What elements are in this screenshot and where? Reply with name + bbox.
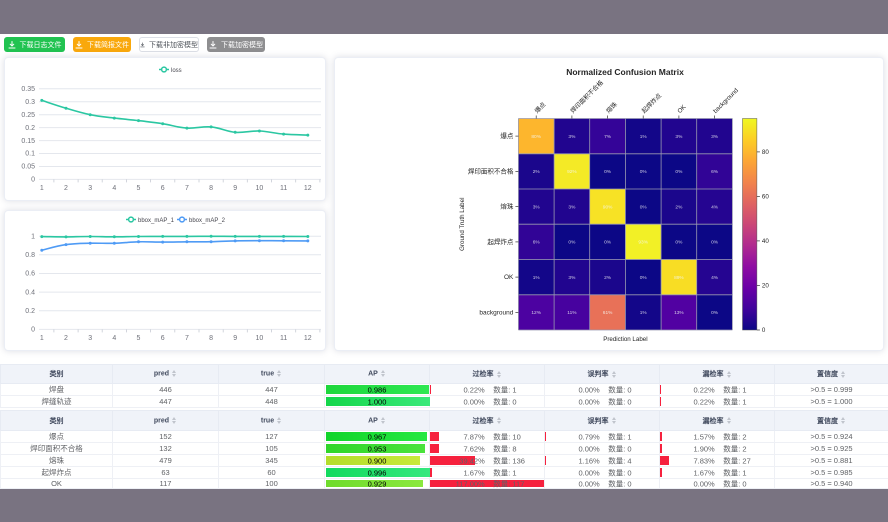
svg-text:4%: 4% xyxy=(711,204,719,210)
svg-text:1: 1 xyxy=(40,335,44,342)
svg-text:Normalized Confusion Matrix: Normalized Confusion Matrix xyxy=(566,67,684,77)
svg-text:1%: 1% xyxy=(640,134,648,140)
svg-text:20: 20 xyxy=(762,283,769,290)
svg-text:5: 5 xyxy=(137,335,141,342)
svg-text:5: 5 xyxy=(137,185,141,192)
svg-text:7: 7 xyxy=(185,335,189,342)
svg-text:0.6: 0.6 xyxy=(25,271,35,278)
svg-text:80%: 80% xyxy=(531,134,541,140)
svg-text:bbox_mAP_1: bbox_mAP_1 xyxy=(138,218,175,224)
svg-text:0%: 0% xyxy=(640,275,648,281)
svg-text:9: 9 xyxy=(233,335,237,342)
svg-text:1: 1 xyxy=(31,233,35,240)
svg-text:4: 4 xyxy=(112,185,116,192)
svg-text:61%: 61% xyxy=(603,310,613,316)
svg-text:0%: 0% xyxy=(640,204,648,210)
svg-text:OK: OK xyxy=(676,103,688,115)
svg-text:3: 3 xyxy=(88,185,92,192)
svg-text:0%: 0% xyxy=(675,169,683,175)
svg-text:8: 8 xyxy=(209,185,213,192)
svg-text:11%: 11% xyxy=(567,310,577,316)
svg-text:3%: 3% xyxy=(675,134,683,140)
svg-text:11: 11 xyxy=(280,335,287,342)
svg-text:3%: 3% xyxy=(568,134,576,140)
svg-text:0%: 0% xyxy=(604,240,612,246)
svg-text:7: 7 xyxy=(185,185,189,192)
svg-text:3%: 3% xyxy=(711,134,719,140)
svg-text:11: 11 xyxy=(280,185,287,192)
svg-text:0.15: 0.15 xyxy=(21,138,35,145)
svg-text:0: 0 xyxy=(31,327,35,334)
svg-text:7%: 7% xyxy=(604,134,612,140)
svg-text:0.2: 0.2 xyxy=(25,308,35,315)
svg-text:10: 10 xyxy=(256,335,264,342)
svg-text:6: 6 xyxy=(161,335,165,342)
svg-text:0.4: 0.4 xyxy=(25,289,35,296)
svg-text:2%: 2% xyxy=(533,169,541,175)
svg-text:0%: 0% xyxy=(640,169,648,175)
svg-text:bbox_mAP_2: bbox_mAP_2 xyxy=(189,218,226,224)
svg-text:熔珠: 熔珠 xyxy=(604,100,619,115)
svg-text:0: 0 xyxy=(31,177,35,184)
svg-text:0%: 0% xyxy=(568,240,576,246)
svg-text:0.35: 0.35 xyxy=(21,86,35,93)
svg-text:起焊炸点: 起焊炸点 xyxy=(487,237,514,246)
svg-text:2: 2 xyxy=(64,185,68,192)
svg-text:0.05: 0.05 xyxy=(21,164,35,171)
svg-text:12: 12 xyxy=(304,185,312,192)
svg-text:background: background xyxy=(479,309,513,316)
svg-text:焊印面积不合格: 焊印面积不合格 xyxy=(569,78,606,115)
svg-text:起焊炸点: 起焊炸点 xyxy=(640,92,663,115)
svg-text:12: 12 xyxy=(304,335,312,342)
svg-text:0%: 0% xyxy=(711,240,719,246)
svg-text:3%: 3% xyxy=(568,204,576,210)
svg-text:0.25: 0.25 xyxy=(21,112,35,119)
svg-text:3%: 3% xyxy=(568,275,576,281)
svg-text:2: 2 xyxy=(64,335,68,342)
svg-text:89%: 89% xyxy=(674,275,684,281)
svg-text:80: 80 xyxy=(762,149,769,156)
svg-text:0%: 0% xyxy=(711,310,719,316)
svg-text:Prediction Label: Prediction Label xyxy=(603,336,647,343)
svg-text:12%: 12% xyxy=(531,310,541,316)
svg-text:93%: 93% xyxy=(638,240,648,246)
svg-text:0.3: 0.3 xyxy=(25,99,35,106)
svg-text:0%: 0% xyxy=(604,169,612,175)
svg-text:0: 0 xyxy=(762,327,766,334)
svg-text:0%: 0% xyxy=(675,240,683,246)
svg-text:4%: 4% xyxy=(711,275,719,281)
svg-text:爆点: 爆点 xyxy=(500,131,514,140)
svg-text:background: background xyxy=(712,87,740,115)
svg-text:6%: 6% xyxy=(533,240,541,246)
svg-text:4: 4 xyxy=(112,335,116,342)
svg-text:loss: loss xyxy=(171,68,182,74)
svg-text:60: 60 xyxy=(762,194,769,201)
svg-text:1%: 1% xyxy=(640,310,648,316)
svg-text:0.1: 0.1 xyxy=(25,151,35,158)
svg-text:6%: 6% xyxy=(711,169,719,175)
svg-text:3: 3 xyxy=(88,335,92,342)
svg-text:1%: 1% xyxy=(533,275,541,281)
svg-text:熔珠: 熔珠 xyxy=(500,202,514,211)
svg-text:Ground Truth Label: Ground Truth Label xyxy=(459,198,466,251)
svg-text:40: 40 xyxy=(762,238,769,245)
svg-text:6: 6 xyxy=(161,185,165,192)
svg-text:2%: 2% xyxy=(604,275,612,281)
svg-text:2%: 2% xyxy=(675,204,683,210)
svg-text:90%: 90% xyxy=(603,204,613,210)
svg-text:0.8: 0.8 xyxy=(25,252,35,259)
svg-text:焊印面积不合格: 焊印面积不合格 xyxy=(468,166,514,175)
svg-text:OK: OK xyxy=(504,274,514,281)
svg-text:8: 8 xyxy=(209,335,213,342)
svg-text:0.2: 0.2 xyxy=(25,125,35,132)
svg-text:13%: 13% xyxy=(674,310,684,316)
svg-text:爆点: 爆点 xyxy=(533,101,547,115)
svg-text:3%: 3% xyxy=(533,204,541,210)
svg-text:10: 10 xyxy=(256,185,264,192)
svg-text:1: 1 xyxy=(40,185,44,192)
svg-text:9: 9 xyxy=(233,185,237,192)
svg-text:92%: 92% xyxy=(567,169,577,175)
